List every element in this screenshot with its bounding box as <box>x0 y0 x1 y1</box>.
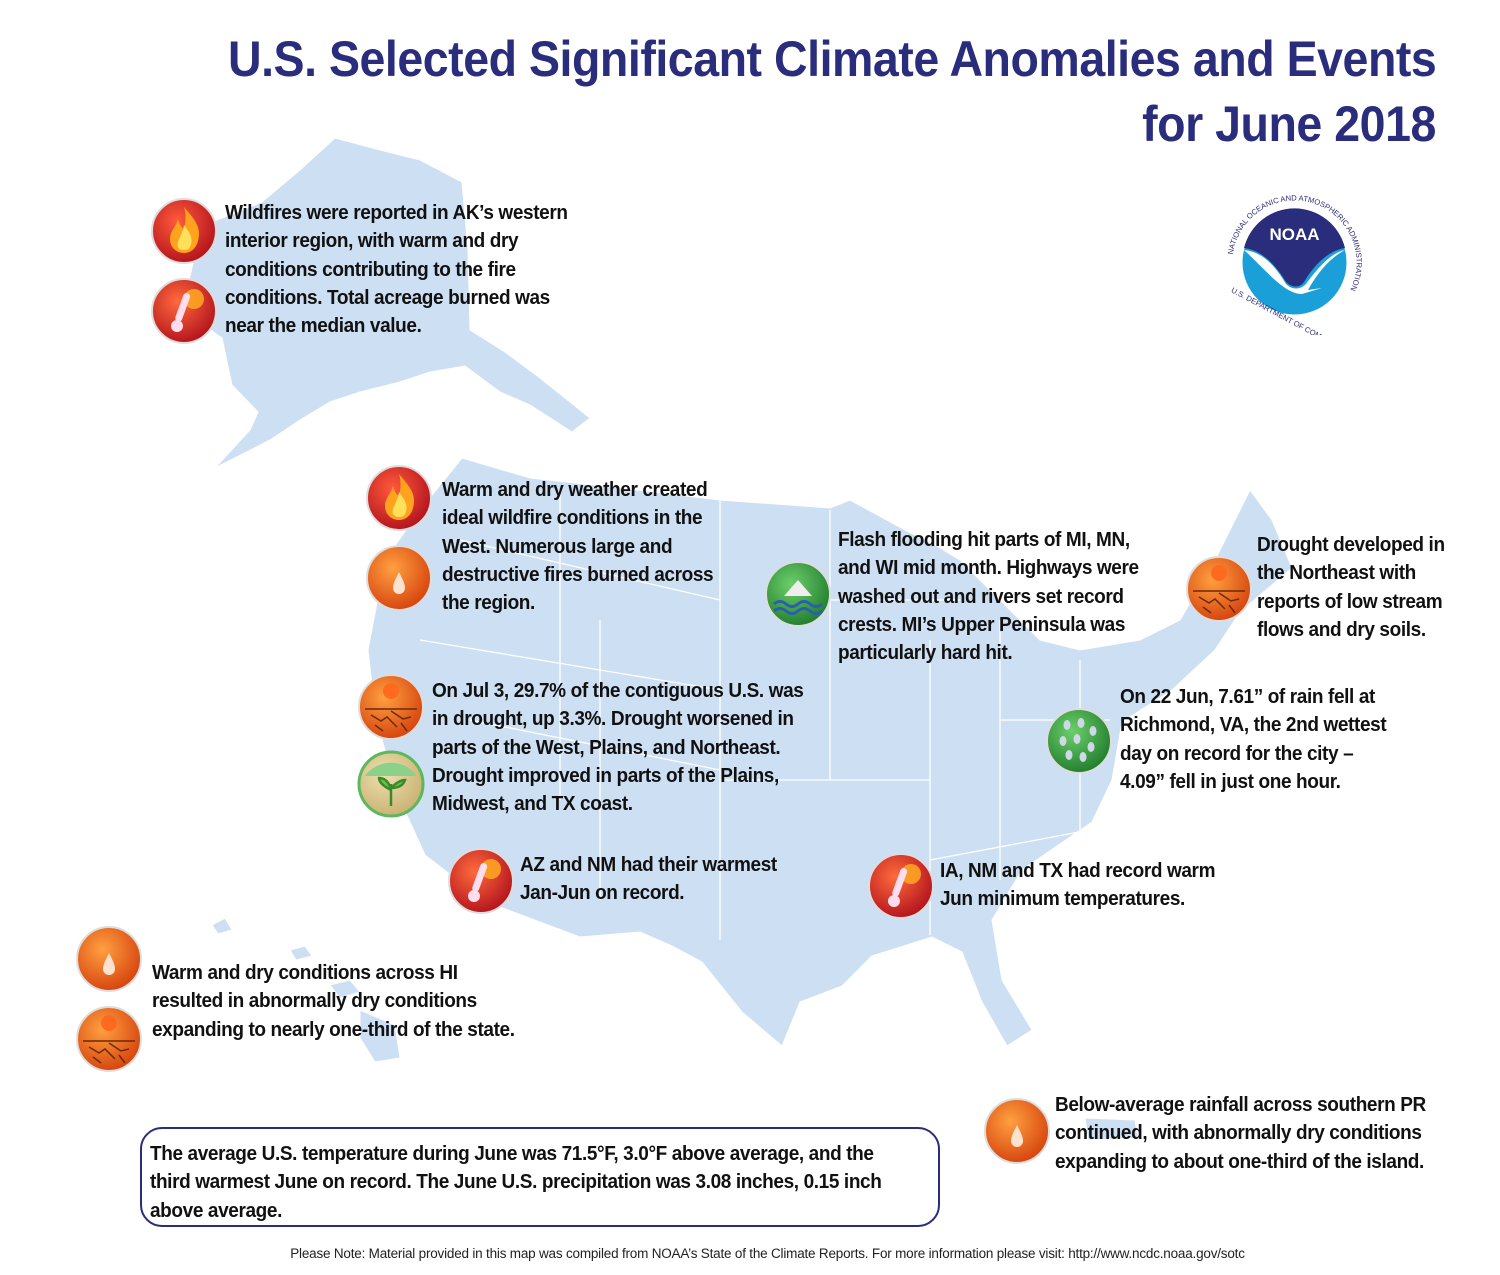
hawaii-big-island-shape <box>359 1009 401 1063</box>
hawaii-island-shape <box>329 979 361 999</box>
annotation-line: Jan-Jun on record. <box>520 882 685 905</box>
annotation-line: the region. <box>442 592 535 615</box>
annotation-line: parts of the West, Plains, and Northeast… <box>432 736 781 759</box>
annotation-text: On 22 Jun, 7.61” of rain fell at Richmond… <box>1120 683 1387 796</box>
page-title: U.S. Selected Significant Climate Anomal… <box>227 31 1437 87</box>
annotation-line: Wildfires were reported in AK’s western <box>225 202 568 224</box>
annotation-line: crests. MI’s Upper Peninsula was <box>838 613 1126 636</box>
annotation-line: Drought improved in parts of the Plains, <box>432 764 779 787</box>
heavy-rain-icon <box>1046 708 1112 774</box>
drought-icon <box>1186 556 1252 622</box>
hot-thermometer-icon <box>868 853 934 919</box>
annotation-line: near the median value. <box>225 315 422 338</box>
annotation-line: particularly hard hit. <box>838 642 1013 665</box>
annotation-text: Wildfires were reported in AK’s western i… <box>225 199 568 340</box>
annotation-line: washed out and rivers set record <box>838 585 1124 608</box>
summary-box: The average U.S. temperature during June… <box>140 1127 940 1227</box>
dry-drop-icon <box>366 545 432 611</box>
puerto-rico-shape <box>1084 1117 1139 1141</box>
summary-line: above average. <box>150 1199 282 1222</box>
annotation-line: Drought developed in <box>1257 534 1445 556</box>
footer-note: Please Note: Material provided in this m… <box>290 1246 1245 1261</box>
annotation-line: IA, NM and TX had record warm <box>940 860 1216 882</box>
dry-drop-icon <box>984 1098 1050 1164</box>
annotation-text: Warm and dry weather created ideal wildfi… <box>442 476 714 617</box>
drought-improvement-icon <box>357 750 425 818</box>
summary-line: third warmest June on record. The June U… <box>150 1171 882 1194</box>
annotation-line: Below-average rainfall across southern P… <box>1055 1094 1426 1116</box>
drought-icon <box>76 1006 142 1072</box>
annotation-line: Richmond, VA, the 2nd wettest <box>1120 714 1387 737</box>
annotation-line: Flash flooding hit parts of MI, MN, <box>838 529 1130 551</box>
annotation-line: Warm and dry conditions across HI <box>152 962 458 984</box>
annotation-line: destructive fires burned across <box>442 563 714 586</box>
annotation-line: day on record for the city – <box>1120 742 1354 765</box>
annotation-text: Below-average rainfall across southern P… <box>1055 1091 1426 1176</box>
annotation-line: Midwest, and TX coast. <box>432 793 633 816</box>
annotation-text: Drought developed in the Northeast with re… <box>1257 531 1445 644</box>
noaa-logo: NOAA NATIONAL OCEANIC AND ATMOSPHERIC AD… <box>1226 193 1364 335</box>
summary-line: The average U.S. temperature during June… <box>150 1143 874 1165</box>
annotation-line: On Jul 3, 29.7% of the contiguous U.S. w… <box>432 680 804 702</box>
annotation-line: conditions. Total acreage burned was <box>225 286 550 309</box>
annotation-line: and WI mid month. Highways were <box>838 557 1139 580</box>
annotation-text: IA, NM and TX had record warm Jun minimum… <box>940 857 1215 914</box>
annotation-line: interior region, with warm and dry <box>225 230 519 253</box>
annotation-line: the Northeast with <box>1257 562 1416 585</box>
annotation-line: expanding to nearly one-third of the sta… <box>152 1018 515 1041</box>
annotation-line: AZ and NM had their warmest <box>520 854 777 876</box>
fire-icon <box>366 465 432 531</box>
annotation-line: expanding to about one-third of the isla… <box>1055 1150 1424 1173</box>
annotation-line: resulted in abnormally dry conditions <box>152 990 477 1013</box>
page-subtitle: for June 2018 <box>1142 96 1436 152</box>
hot-thermometer-icon <box>151 278 217 344</box>
annotation-line: 4.09” fell in just one hour. <box>1120 770 1341 793</box>
annotation-line: ideal wildfire conditions in the <box>442 507 703 530</box>
drought-icon <box>358 674 424 740</box>
annotation-line: Warm and dry weather created <box>442 479 708 501</box>
hot-thermometer-icon <box>448 848 514 914</box>
annotation-line: continued, with abnormally dry condition… <box>1055 1122 1422 1145</box>
annotation-line: West. Numerous large and <box>442 535 673 558</box>
dry-drop-icon <box>76 926 142 992</box>
annotation-line: conditions contributing to the fire <box>225 258 516 281</box>
flood-icon <box>765 561 831 627</box>
hawaii-shape <box>211 917 233 935</box>
annotation-line: On 22 Jun, 7.61” of rain fell at <box>1120 686 1375 708</box>
fire-icon <box>151 198 217 264</box>
annotation-text: Flash flooding hit parts of MI, MN, and W… <box>838 526 1139 667</box>
svg-text:NOAA: NOAA <box>1269 225 1319 244</box>
annotation-text: On Jul 3, 29.7% of the contiguous U.S. w… <box>432 677 804 818</box>
hawaii-island-shape <box>289 945 313 961</box>
annotation-line: reports of low stream <box>1257 590 1443 613</box>
annotation-line: in drought, up 3.3%. Drought worsened in <box>432 708 794 731</box>
annotation-text: AZ and NM had their warmest Jan-Jun on re… <box>520 851 777 908</box>
annotation-line: flows and dry soils. <box>1257 618 1426 641</box>
annotation-line: Jun minimum temperatures. <box>940 888 1185 911</box>
annotation-text: Warm and dry conditions across HI resulte… <box>152 959 515 1044</box>
